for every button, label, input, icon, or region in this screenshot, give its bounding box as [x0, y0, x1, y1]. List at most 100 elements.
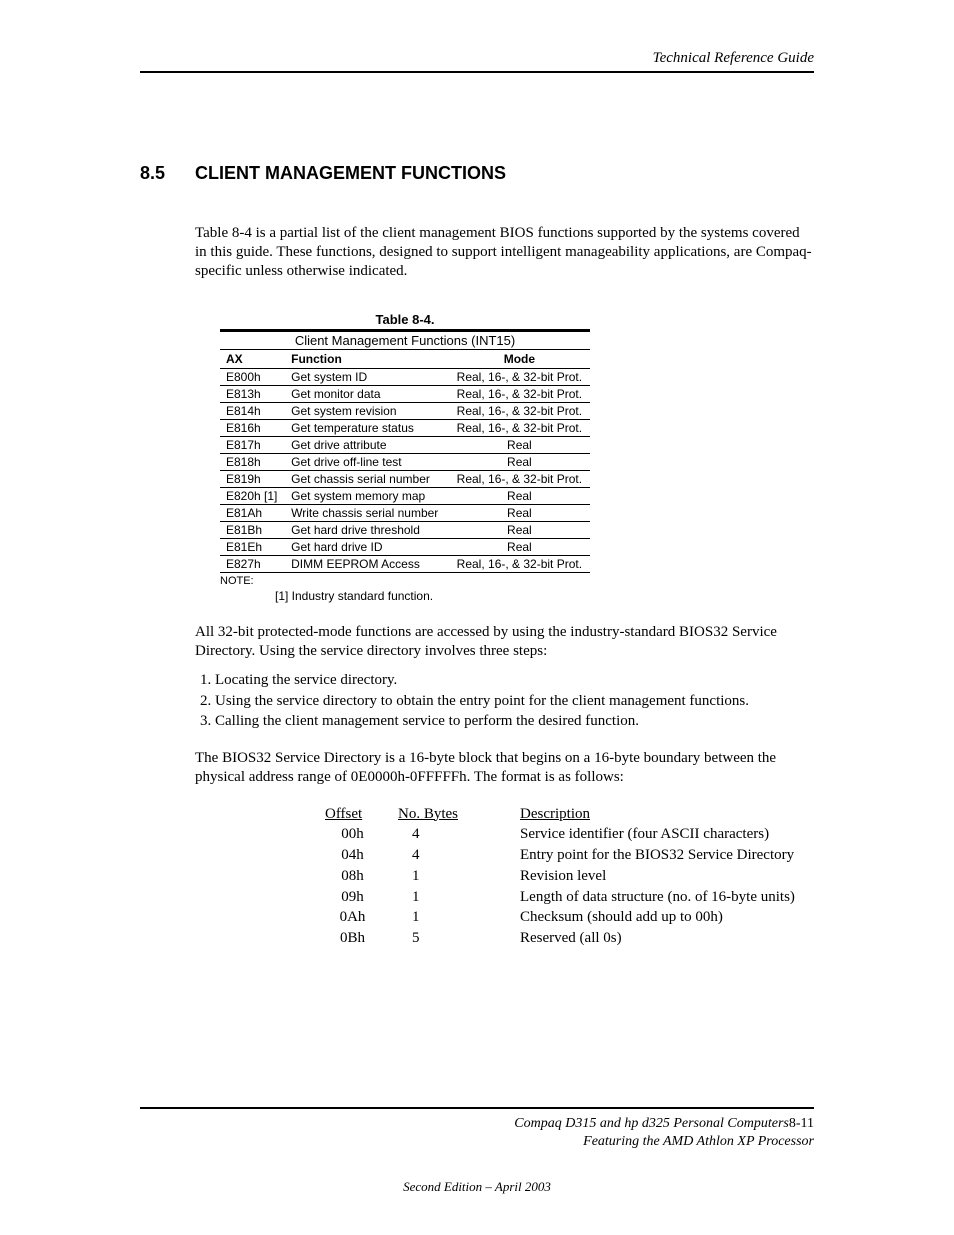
table-row: 08h1Revision level: [325, 867, 813, 888]
cell-mode: Real: [449, 437, 590, 454]
table-row: E827hDIMM EEPROM AccessReal, 16-, & 32-b…: [220, 556, 590, 573]
cell-function: Get drive off-line test: [285, 454, 449, 471]
col-ax: AX: [220, 350, 285, 369]
table-subtitle: Client Management Functions (INT15): [220, 331, 590, 350]
note-body: [1] Industry standard function.: [275, 589, 814, 603]
page: Technical Reference Guide 8.5 CLIENT MAN…: [0, 0, 954, 1235]
list-item: Locating the service directory.: [215, 671, 814, 690]
col-mode: Mode: [449, 350, 590, 369]
table-header-row: AX Function Mode: [220, 350, 590, 369]
table-row: E814hGet system revisionReal, 16-, & 32-…: [220, 403, 590, 420]
cell-function: Get monitor data: [285, 386, 449, 403]
cell-description: Service identifier (four ASCII character…: [520, 825, 813, 846]
table-row: 00h4Service identifier (four ASCII chara…: [325, 825, 813, 846]
cell-ax: E81Ah: [220, 505, 285, 522]
cell-no-bytes: 4: [398, 846, 520, 867]
cell-ax: E827h: [220, 556, 285, 573]
cell-mode: Real, 16-, & 32-bit Prot.: [449, 386, 590, 403]
cell-ax: E818h: [220, 454, 285, 471]
cell-ax: E819h: [220, 471, 285, 488]
cell-function: DIMM EEPROM Access: [285, 556, 449, 573]
cell-function: Get hard drive threshold: [285, 522, 449, 539]
table-row: E81AhWrite chassis serial numberReal: [220, 505, 590, 522]
offset-table: Offset No. Bytes Description 00h4Service…: [325, 805, 814, 950]
body-cont: All 32-bit protected-mode functions are …: [195, 623, 814, 950]
body: Table 8-4 is a partial list of the clien…: [195, 224, 814, 280]
cell-mode: Real: [449, 488, 590, 505]
table-row: 0Bh5Reserved (all 0s): [325, 929, 813, 950]
steps-list: Locating the service directory. Using the…: [215, 671, 814, 731]
cell-ax: E81Eh: [220, 539, 285, 556]
header-title: Technical Reference Guide: [140, 50, 814, 73]
table-row: E816hGet temperature statusReal, 16-, & …: [220, 420, 590, 437]
cell-mode: Real, 16-, & 32-bit Prot.: [449, 556, 590, 573]
section-heading: 8.5 CLIENT MANAGEMENT FUNCTIONS: [140, 163, 814, 184]
cell-function: Write chassis serial number: [285, 505, 449, 522]
cell-description: Reserved (all 0s): [520, 929, 813, 950]
col-offset: Offset: [325, 805, 398, 826]
table-caption: Table 8-4.: [220, 308, 590, 329]
table-row: E818hGet drive off-line testReal: [220, 454, 590, 471]
cell-ax: E817h: [220, 437, 285, 454]
intro-paragraph: Table 8-4 is a partial list of the clien…: [195, 224, 814, 280]
cell-function: Get drive attribute: [285, 437, 449, 454]
cell-function: Get chassis serial number: [285, 471, 449, 488]
page-footer: Compaq D315 and hp d325 Personal Compute…: [140, 1107, 814, 1195]
cell-mode: Real, 16-, & 32-bit Prot.: [449, 471, 590, 488]
cell-mode: Real, 16-, & 32-bit Prot.: [449, 420, 590, 437]
cell-description: Checksum (should add up to 00h): [520, 908, 813, 929]
cell-ax: E814h: [220, 403, 285, 420]
table-row: E81BhGet hard drive thresholdReal: [220, 522, 590, 539]
cell-mode: Real: [449, 539, 590, 556]
cell-no-bytes: 1: [398, 888, 520, 909]
table-row: 09h1Length of data structure (no. of 16-…: [325, 888, 813, 909]
table-row: 0Ah1Checksum (should add up to 00h): [325, 908, 813, 929]
cell-no-bytes: 4: [398, 825, 520, 846]
cell-mode: Real, 16-, & 32-bit Prot.: [449, 403, 590, 420]
offset-header-row: Offset No. Bytes Description: [325, 805, 813, 826]
table-row: E820h [1]Get system memory mapReal: [220, 488, 590, 505]
cell-offset: 09h: [325, 888, 398, 909]
list-item: Using the service directory to obtain th…: [215, 692, 814, 711]
note-label: NOTE:: [220, 575, 814, 587]
table-row: E813hGet monitor dataReal, 16-, & 32-bit…: [220, 386, 590, 403]
table-row: E819hGet chassis serial numberReal, 16-,…: [220, 471, 590, 488]
cell-description: Entry point for the BIOS32 Service Direc…: [520, 846, 813, 867]
table-row: E817hGet drive attributeReal: [220, 437, 590, 454]
cell-mode: Real: [449, 454, 590, 471]
cell-function: Get system ID: [285, 369, 449, 386]
list-item: Calling the client management service to…: [215, 712, 814, 731]
cell-mode: Real: [449, 522, 590, 539]
section-title: CLIENT MANAGEMENT FUNCTIONS: [195, 163, 506, 183]
cell-offset: 0Ah: [325, 908, 398, 929]
footer-line2: Featuring the AMD Athlon XP Processor: [583, 1134, 814, 1149]
table-row: E800hGet system IDReal, 16-, & 32-bit Pr…: [220, 369, 590, 386]
cell-function: Get temperature status: [285, 420, 449, 437]
cell-function: Get system memory map: [285, 488, 449, 505]
col-no-bytes: No. Bytes: [398, 805, 520, 826]
cell-offset: 00h: [325, 825, 398, 846]
cell-description: Revision level: [520, 867, 813, 888]
cell-function: Get hard drive ID: [285, 539, 449, 556]
cell-description: Length of data structure (no. of 16-byte…: [520, 888, 813, 909]
cell-no-bytes: 1: [398, 867, 520, 888]
cell-ax: E800h: [220, 369, 285, 386]
cell-no-bytes: 5: [398, 929, 520, 950]
cell-offset: 0Bh: [325, 929, 398, 950]
section-number: 8.5: [140, 163, 190, 184]
table-row: E81EhGet hard drive IDReal: [220, 539, 590, 556]
cell-mode: Real: [449, 505, 590, 522]
paragraph-3: The BIOS32 Service Directory is a 16-byt…: [195, 749, 814, 787]
col-description: Description: [520, 805, 813, 826]
cell-no-bytes: 1: [398, 908, 520, 929]
col-function: Function: [285, 350, 449, 369]
cell-offset: 04h: [325, 846, 398, 867]
footer-edition: Second Edition – April 2003: [140, 1179, 814, 1195]
table-8-4: Table 8-4. Client Management Functions (…: [220, 308, 590, 573]
paragraph-2: All 32-bit protected-mode functions are …: [195, 623, 814, 661]
table-row: 04h4Entry point for the BIOS32 Service D…: [325, 846, 813, 867]
cell-offset: 08h: [325, 867, 398, 888]
cell-ax: E813h: [220, 386, 285, 403]
page-number: 8-11: [789, 1116, 814, 1131]
cell-ax: E81Bh: [220, 522, 285, 539]
